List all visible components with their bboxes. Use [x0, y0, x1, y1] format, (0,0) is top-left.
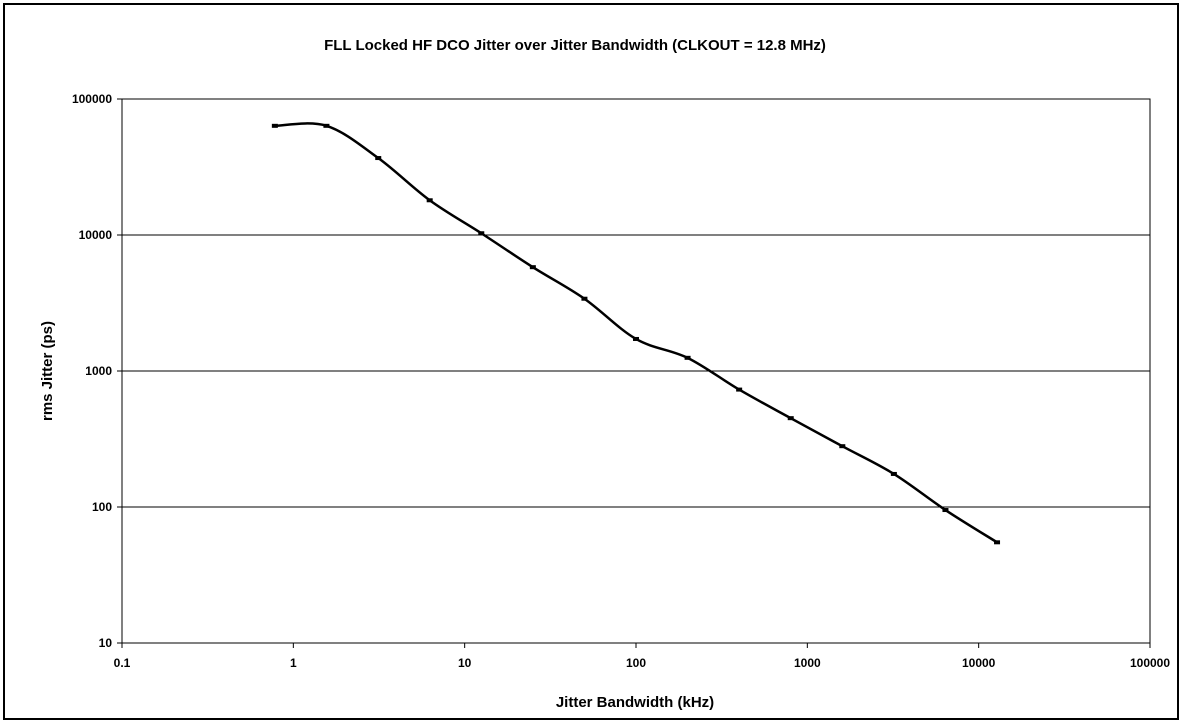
x-tick-label: 0.1	[114, 656, 131, 670]
data-point	[323, 123, 330, 128]
x-tick-label: 100	[626, 656, 646, 670]
y-axis: 10 100 1000 10000 100000	[72, 92, 122, 650]
data-markers	[271, 123, 1001, 545]
x-tick-label: 10	[458, 656, 472, 670]
data-point	[890, 471, 897, 476]
data-point	[942, 508, 949, 513]
y-tick-label: 10000	[79, 228, 113, 242]
data-point	[426, 198, 433, 203]
y-tick-label: 1000	[85, 364, 112, 378]
data-point	[529, 265, 536, 270]
data-point	[839, 444, 846, 449]
y-tick-label: 10	[99, 636, 113, 650]
y-tick-label: 100	[92, 500, 112, 514]
data-point	[478, 231, 485, 236]
data-point	[994, 540, 1001, 545]
y-axis-label: rms Jitter (ps)	[39, 321, 56, 421]
chart-title: FLL Locked HF DCO Jitter over Jitter Ban…	[324, 37, 826, 54]
x-tick-label: 1000	[794, 656, 821, 670]
data-point	[375, 156, 382, 161]
data-point	[684, 355, 691, 360]
data-point	[787, 416, 794, 421]
x-axis: 0.1 1 10 100 1000 10000 100000	[114, 643, 1170, 670]
grid-lines	[122, 98, 1150, 644]
data-point	[633, 336, 639, 341]
chart-frame	[3, 3, 1179, 720]
x-axis-label: Jitter Bandwidth (kHz)	[556, 694, 714, 711]
series-line	[273, 122, 999, 544]
data-point	[736, 387, 743, 392]
data-point	[271, 123, 278, 128]
x-tick-label: 100000	[1130, 656, 1170, 670]
x-tick-label: 10000	[962, 656, 996, 670]
y-tick-label: 100000	[72, 92, 112, 106]
x-tick-label: 1	[290, 656, 297, 670]
data-point	[581, 296, 588, 301]
